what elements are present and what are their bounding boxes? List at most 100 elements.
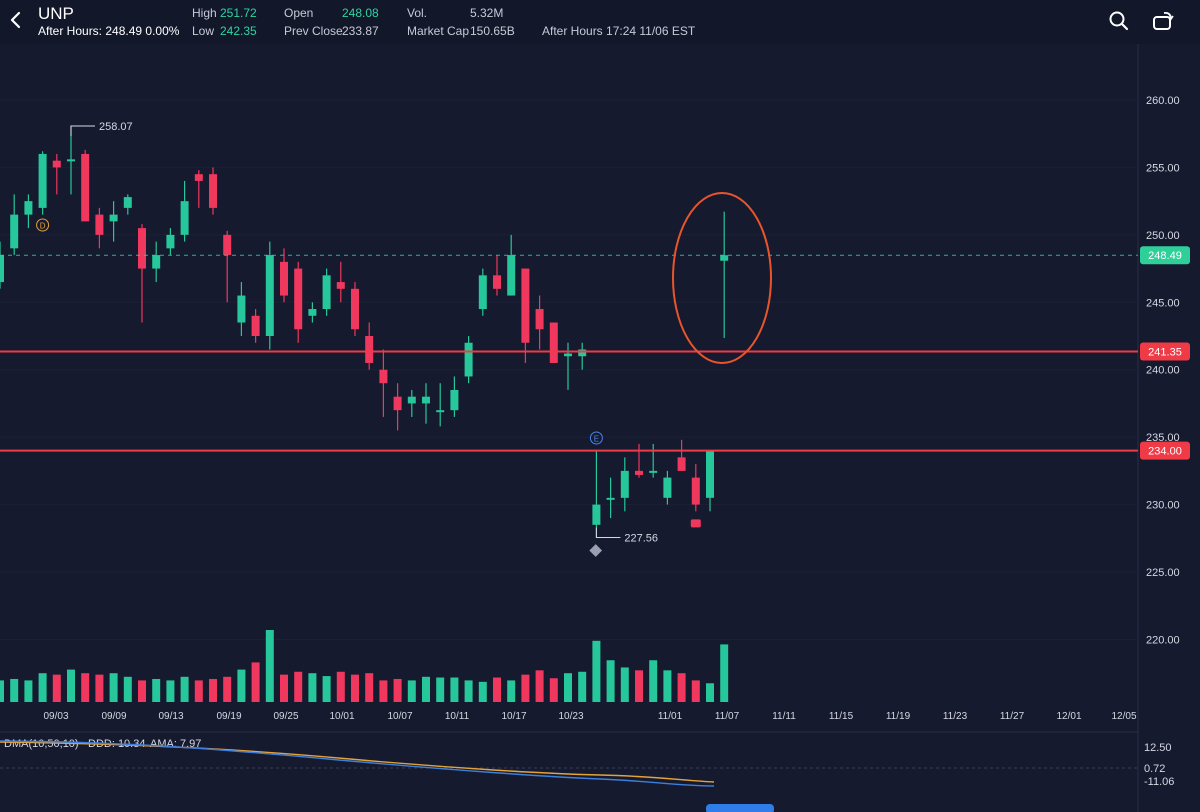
prev-close-value: 233.87 — [342, 24, 379, 38]
candle-body — [691, 477, 700, 505]
candle-body — [294, 268, 303, 330]
rotate-screen-button[interactable] — [1150, 8, 1176, 34]
candle-body — [549, 322, 558, 363]
candle-body — [379, 369, 388, 384]
candle-body — [450, 389, 459, 411]
volume-bar — [493, 677, 501, 702]
low-label: Low — [192, 24, 215, 38]
candle-body — [38, 153, 47, 208]
date-tick-label: 11/23 — [943, 711, 968, 722]
price-tick-label: 230.00 — [1146, 500, 1180, 512]
candle-body — [677, 457, 686, 471]
candle-body — [166, 234, 175, 249]
date-axis: 09/03 09/09 09/13 09/19 09/25 10/01 10/07 10/11… — [43, 711, 1136, 722]
date-tick-label: 10/17 — [501, 711, 526, 722]
after-hours-label: After Hours: — [38, 24, 103, 38]
support-price-tag — [1140, 342, 1190, 361]
date-tick-label: 11/01 — [658, 711, 683, 722]
date-tick-label: 09/13 — [158, 711, 183, 722]
volume-bar — [606, 660, 615, 702]
price-chart[interactable]: 260.00 255.00 250.00 245.00 240.00 235.00 230.… — [0, 44, 1200, 812]
low-marker-label: 227.56 — [624, 532, 658, 544]
back-button[interactable] — [4, 6, 28, 34]
date-tick-label: 11/27 — [1000, 711, 1025, 722]
price-tick-label: 225.00 — [1146, 567, 1180, 579]
candle-body — [464, 342, 473, 377]
candle-body — [422, 396, 430, 404]
candle-body — [223, 234, 232, 256]
volume-bar — [237, 669, 246, 702]
volume-bar — [265, 630, 274, 702]
support-price-tag — [1140, 441, 1190, 460]
volume-bar — [109, 673, 118, 702]
vol-label: Vol. — [407, 6, 428, 20]
quote-header: UNP After Hours: 248.49 0.00% High 251.7… — [0, 0, 1200, 44]
volume-bar — [507, 680, 516, 702]
candle-body — [393, 396, 402, 411]
date-tick-label: 12/05 — [1111, 711, 1136, 722]
volume-bar — [138, 680, 146, 702]
volume-bar — [351, 674, 359, 702]
volume-bar — [194, 680, 203, 702]
volume-bar — [0, 680, 4, 702]
volume-bar — [322, 676, 331, 702]
indicator-tick-label: 0.72 — [1144, 763, 1165, 775]
candle-body — [109, 214, 118, 222]
volume-bar — [535, 670, 544, 702]
high-value: 251.72 — [220, 6, 257, 20]
volume-bar — [180, 676, 189, 702]
after-hours-time: After Hours 17:24 11/06 EST — [542, 24, 696, 38]
support-price-label: 234.00 — [1148, 446, 1182, 458]
indicator-tick-label: -11.06 — [1144, 776, 1174, 788]
price-tick-label: 255.00 — [1146, 162, 1180, 174]
candle-body — [67, 159, 75, 162]
search-button[interactable] — [1106, 8, 1132, 34]
date-tick-label: 10/11 — [445, 711, 470, 722]
volume-bar — [52, 674, 61, 702]
volume-bar — [677, 673, 686, 702]
volume-bar — [663, 670, 672, 702]
volume-bar — [407, 680, 416, 702]
earnings-marker-icon — [589, 431, 603, 445]
volume-bar — [635, 670, 643, 702]
volume-bar — [336, 671, 345, 702]
price-tick-label: 245.00 — [1146, 297, 1180, 309]
volume-bar — [464, 680, 473, 702]
candlesticks — [0, 125, 729, 538]
low-marker-line — [595, 527, 621, 538]
candle-body — [706, 450, 714, 498]
volume-bar — [209, 678, 217, 702]
candle-body — [720, 255, 729, 261]
candle-body — [478, 275, 487, 310]
date-tick-label: 09/09 — [101, 711, 126, 722]
volume-bar — [521, 674, 530, 702]
open-value: 248.08 — [342, 6, 379, 20]
dma-indicator: DMA(10,50,10) DDD: 10.34 AMA: 7.97 12.500.7… — [0, 738, 1174, 788]
price-tick-label: 220.00 — [1146, 634, 1180, 646]
dividend-marker-label: D — [40, 222, 46, 231]
volume-bar — [308, 673, 317, 702]
earnings-marker-label: E — [594, 435, 599, 444]
highlight-circle — [672, 192, 772, 364]
market-cap-value: 150.65B — [470, 24, 515, 38]
date-tick-label: 12/01 — [1056, 711, 1081, 722]
scroll-handle[interactable] — [706, 804, 774, 812]
volume-bar — [478, 681, 487, 702]
dividend-marker-icon — [36, 218, 50, 232]
candle-body — [194, 174, 203, 181]
volume-bar — [649, 660, 658, 702]
volume-bar — [251, 662, 260, 702]
prev-close-label: Prev Close — [284, 24, 343, 38]
volume-bar — [379, 680, 388, 702]
high-marker-line — [70, 125, 95, 137]
candle-body — [0, 255, 4, 283]
candle-body — [322, 275, 331, 310]
date-tick-label: 11/19 — [886, 711, 911, 722]
volume-bar — [393, 678, 402, 702]
price-tick-label: 250.00 — [1146, 230, 1180, 242]
candle-body — [81, 153, 90, 222]
candle-body — [649, 470, 658, 473]
date-tick-label: 10/23 — [558, 711, 583, 722]
price-tick-label: 240.00 — [1146, 365, 1180, 377]
volume-bar — [720, 644, 729, 702]
